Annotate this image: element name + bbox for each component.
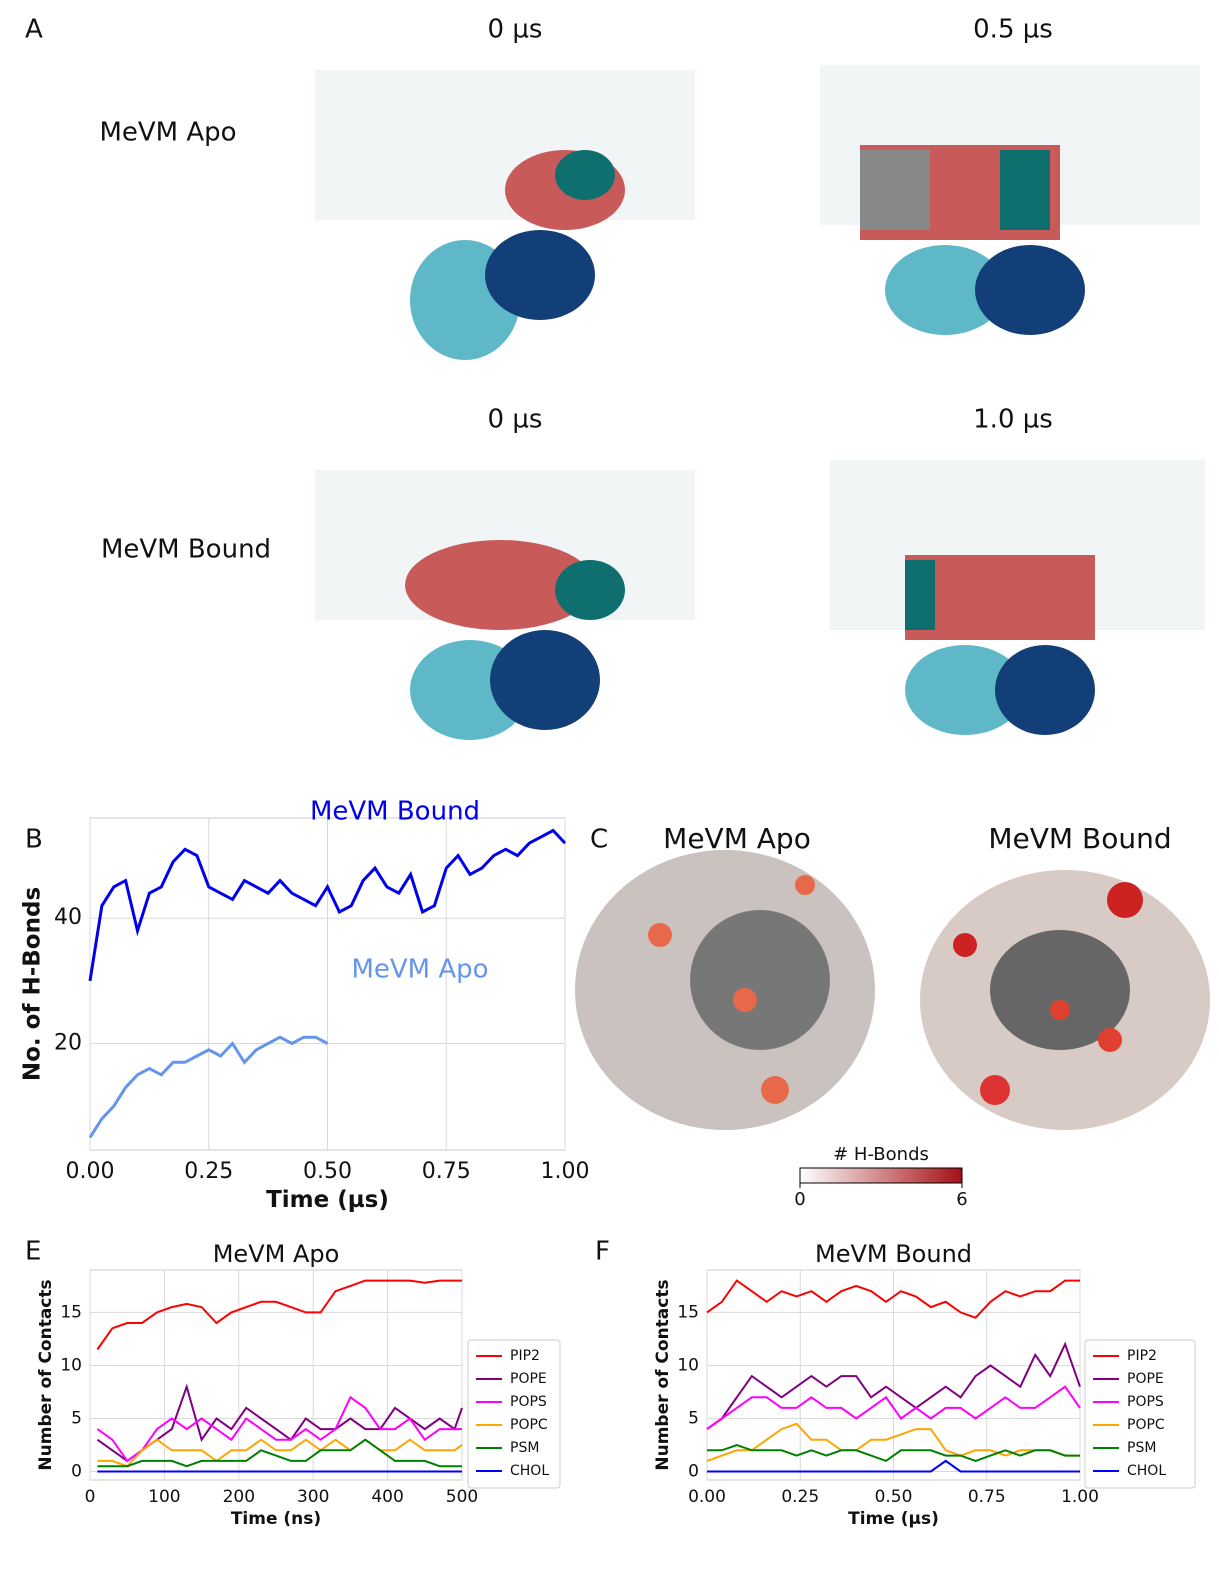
legend-label: CHOL	[1127, 1463, 1166, 1479]
x-tick-label: 100	[148, 1487, 180, 1507]
panel-a-art	[315, 65, 1205, 740]
colorbar-label: # H-Bonds	[833, 1144, 929, 1165]
legend-label: POPE	[1127, 1371, 1164, 1387]
x-tick-label: 1.00	[541, 1159, 590, 1184]
time-label: 0.5 µs	[973, 15, 1053, 45]
panel-c-art	[575, 850, 1210, 1130]
legend-label: POPS	[510, 1394, 547, 1410]
surface-title: MeVM Apo	[663, 822, 811, 855]
legend-label: POPS	[1127, 1394, 1164, 1410]
chart-title: MeVM Bound	[815, 1240, 972, 1268]
legend-label: PSM	[510, 1440, 539, 1456]
x-tick-label: 0.50	[875, 1487, 913, 1507]
x-tick-label: 0.25	[781, 1487, 819, 1507]
time-label: 0 µs	[488, 15, 543, 45]
legend-label: POPC	[1127, 1417, 1165, 1433]
legend-label: POPC	[510, 1417, 548, 1433]
x-tick-label: 0.25	[184, 1159, 233, 1184]
y-tick-label: 0	[71, 1462, 82, 1482]
time-label: 0 µs	[488, 405, 543, 435]
y-tick-label: 40	[54, 905, 82, 930]
y-tick-label: 5	[71, 1408, 82, 1428]
legend-label: POPE	[510, 1371, 547, 1387]
y-tick-label: 15	[60, 1302, 82, 1322]
series-label: MeVM Apo	[351, 955, 488, 985]
legend-label: CHOL	[510, 1463, 549, 1479]
row-label: MeVM Apo	[99, 118, 236, 148]
panel-label: F	[595, 1237, 610, 1267]
x-tick-label: 0	[85, 1487, 96, 1507]
y-axis-label: Number of Contacts	[653, 1279, 673, 1470]
x-axis-label: Time (µs)	[266, 1187, 389, 1213]
x-tick-label: 0.00	[688, 1487, 726, 1507]
row-label: MeVM Bound	[101, 535, 271, 565]
x-tick-label: 200	[223, 1487, 255, 1507]
y-tick-label: 5	[688, 1408, 699, 1428]
x-tick-label: 300	[297, 1487, 329, 1507]
x-tick-label: 500	[446, 1487, 478, 1507]
colorbar-tick-label: 0	[794, 1189, 805, 1210]
time-label: 1.0 µs	[973, 405, 1053, 435]
panel-label: E	[25, 1237, 41, 1267]
legend-label: PSM	[1127, 1440, 1156, 1456]
x-tick-label: 0.00	[66, 1159, 115, 1184]
x-axis-label: Time (µs)	[848, 1509, 939, 1529]
x-tick-label: 0.50	[303, 1159, 352, 1184]
x-tick-label: 1.00	[1061, 1487, 1099, 1507]
y-axis-label: No. of H-Bonds	[19, 887, 45, 1081]
legend-label: PIP2	[1127, 1348, 1157, 1364]
panel-label: B	[25, 825, 43, 855]
colorbar	[800, 1168, 962, 1183]
y-tick-label: 15	[677, 1302, 699, 1322]
chart-title: MeVM Apo	[213, 1240, 340, 1268]
y-tick-label: 10	[60, 1355, 82, 1375]
figure: A B C E F 0 µs 0.5 µs 0 µs 1.0 µs MeVM Apo MeVM Bo…	[0, 0, 1219, 1587]
y-tick-label: 20	[54, 1031, 82, 1056]
panel-label: A	[25, 15, 43, 45]
y-tick-label: 0	[688, 1462, 699, 1482]
x-tick-label: 0.75	[422, 1159, 471, 1184]
x-axis-label: Time (ns)	[231, 1509, 321, 1529]
series-label: MeVM Bound	[310, 797, 480, 827]
y-tick-label: 10	[677, 1355, 699, 1375]
legend-label: PIP2	[510, 1348, 540, 1364]
x-tick-label: 400	[371, 1487, 403, 1507]
x-tick-label: 0.75	[968, 1487, 1006, 1507]
panel-label: C	[590, 825, 608, 855]
y-axis-label: Number of Contacts	[36, 1279, 56, 1470]
colorbar-tick-label: 6	[956, 1189, 967, 1210]
page: A B C E F 0 µs 0.5 µs 0 µs 1.0 µs MeVM Apo MeVM Bo…	[0, 0, 1219, 1587]
surface-title: MeVM Bound	[988, 822, 1171, 855]
